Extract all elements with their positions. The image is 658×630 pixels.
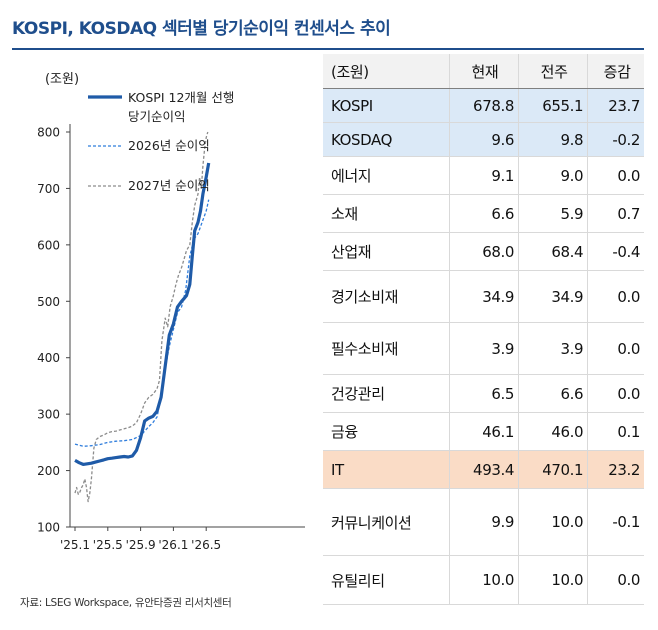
sector-table: (조원) 현재 전주 증감 KOSPI 678.8 655.1 23.7 KOSDAQ 9… <box>323 54 644 605</box>
row-previous: 46.0 <box>517 412 588 451</box>
y-tick-label: 500 <box>37 295 60 309</box>
x-tick-label: '26.5 <box>191 538 221 550</box>
table-row: KOSDAQ 9.6 9.8 -0.2 <box>323 122 644 157</box>
row-previous: 9.8 <box>517 122 588 157</box>
series-line-0 <box>74 162 211 466</box>
row-label: 필수소비재 <box>323 322 450 375</box>
x-tick-label: '25.5 <box>93 538 123 550</box>
row-previous: 34.9 <box>517 270 588 323</box>
header-unit: (조원) <box>323 54 450 89</box>
row-previous: 10.0 <box>517 488 588 556</box>
row-previous: 68.4 <box>517 232 588 271</box>
table-row: 유틸리티 10.0 10.0 0.0 <box>323 555 644 605</box>
row-current: 68.0 <box>448 232 519 271</box>
legend-label-0: KOSPI 12개월 선행 <box>128 90 234 105</box>
row-change: 0.1 <box>587 412 644 451</box>
row-change: 0.0 <box>587 555 644 605</box>
row-change: -0.4 <box>587 232 644 271</box>
header-previous: 전주 <box>517 54 588 89</box>
title-rule <box>12 48 644 50</box>
row-previous: 6.6 <box>517 374 588 413</box>
row-current: 3.9 <box>448 322 519 375</box>
row-current: 493.4 <box>448 450 519 489</box>
row-label: IT <box>323 450 450 489</box>
row-label: 산업재 <box>323 232 450 271</box>
table-row: 에너지 9.1 9.0 0.0 <box>323 156 644 195</box>
table-row: 산업재 68.0 68.4 -0.4 <box>323 232 644 271</box>
row-current: 678.8 <box>448 88 519 123</box>
series-line-2 <box>74 131 209 503</box>
row-label: 에너지 <box>323 156 450 195</box>
y-tick-label: 400 <box>37 351 60 365</box>
row-current: 6.5 <box>448 374 519 413</box>
row-label: 유틸리티 <box>323 555 450 605</box>
row-current: 9.9 <box>448 488 519 556</box>
row-current: 9.6 <box>448 122 519 157</box>
legend-label-0-line2: 당기순이익 <box>128 109 186 124</box>
table-row: IT 493.4 470.1 23.2 <box>323 450 644 489</box>
source-note: 자료: LSEG Workspace, 유안타증권 리서치센터 <box>20 597 232 609</box>
y-axis-unit-label: (조원) <box>45 72 79 87</box>
legend-label-1: 2026년 순이익 <box>128 138 210 153</box>
row-current: 46.1 <box>448 412 519 451</box>
x-tick-label: '25.1 <box>60 538 90 550</box>
table-row: 건강관리 6.5 6.6 0.0 <box>323 374 644 413</box>
row-label: 커뮤니케이션 <box>323 488 450 556</box>
row-previous: 655.1 <box>517 88 588 123</box>
row-current: 34.9 <box>448 270 519 323</box>
row-current: 10.0 <box>448 555 519 605</box>
row-change: -0.2 <box>587 122 644 157</box>
row-label: 소재 <box>323 194 450 233</box>
row-change: -0.1 <box>587 488 644 556</box>
header-current: 현재 <box>448 54 519 89</box>
line-chart: (조원)100200300400500600700800'25.1'25.5'2… <box>37 72 305 550</box>
page-title: KOSPI, KOSDAQ 섹터별 당기순이익 컨센서스 추이 <box>12 19 391 39</box>
row-previous: 5.9 <box>517 194 588 233</box>
y-tick-label: 800 <box>37 126 60 140</box>
row-previous: 3.9 <box>517 322 588 375</box>
row-change: 0.0 <box>587 156 644 195</box>
table-header-row: (조원) 현재 전주 증감 <box>323 54 644 89</box>
series-line-1 <box>74 199 210 447</box>
y-tick-label: 700 <box>37 182 60 196</box>
row-previous: 470.1 <box>517 450 588 489</box>
row-label: 건강관리 <box>323 374 450 413</box>
table-row: 금융 46.1 46.0 0.1 <box>323 412 644 451</box>
y-tick-label: 200 <box>37 464 60 478</box>
row-change: 23.7 <box>587 88 644 123</box>
row-previous: 10.0 <box>517 555 588 605</box>
row-label: KOSDAQ <box>323 122 450 157</box>
y-tick-label: 300 <box>37 408 60 422</box>
x-tick-label: '26.1 <box>158 538 188 550</box>
row-label: 금융 <box>323 412 450 451</box>
row-label: KOSPI <box>323 88 450 123</box>
legend-label-2: 2027년 순이익 <box>128 178 210 193</box>
row-label: 경기소비재 <box>323 270 450 323</box>
row-change: 0.0 <box>587 270 644 323</box>
header-change: 증감 <box>587 54 644 89</box>
table-row: KOSPI 678.8 655.1 23.7 <box>323 88 644 123</box>
table-row: 경기소비재 34.9 34.9 0.0 <box>323 270 644 323</box>
row-change: 23.2 <box>587 450 644 489</box>
y-tick-label: 100 <box>37 521 60 535</box>
row-change: 0.7 <box>587 194 644 233</box>
table-row: 필수소비재 3.9 3.9 0.0 <box>323 322 644 375</box>
row-current: 6.6 <box>448 194 519 233</box>
table-row: 소재 6.6 5.9 0.7 <box>323 194 644 233</box>
y-tick-label: 600 <box>37 238 60 252</box>
row-change: 0.0 <box>587 374 644 413</box>
row-previous: 9.0 <box>517 156 588 195</box>
x-tick-label: '25.9 <box>126 538 156 550</box>
row-change: 0.0 <box>587 322 644 375</box>
row-current: 9.1 <box>448 156 519 195</box>
table-row: 커뮤니케이션 9.9 10.0 -0.1 <box>323 488 644 556</box>
